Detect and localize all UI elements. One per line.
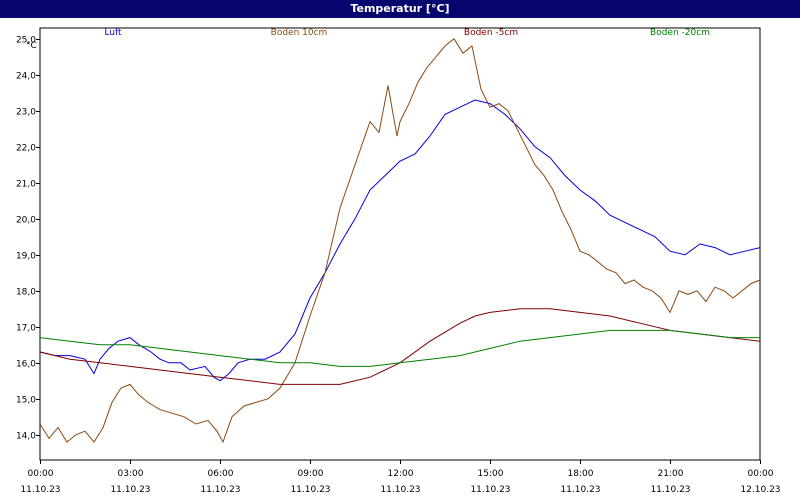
x-tick-date: 11.10.23 — [20, 485, 60, 495]
y-tick-label: 18,0 — [16, 288, 36, 298]
tick-labels: 14,0 15,0 16,0 17,0 18,0 19,0 20,0 21,0 22,0 23,0… — [16, 36, 781, 496]
y-tick-label: 15,0 — [16, 396, 36, 406]
axes — [36, 27, 761, 464]
x-tick-date: 11.10.23 — [110, 485, 150, 495]
series-boden-20cm-line — [39, 329, 760, 367]
x-tick-date: 11.10.23 — [560, 485, 600, 495]
y-tick-label: 23,0 — [16, 108, 36, 118]
series-lines — [39, 38, 761, 444]
x-tick-time: 06:00 — [208, 469, 234, 479]
legend-entry: Boden 10cm — [271, 28, 328, 38]
legend-entry: Luft — [104, 28, 122, 38]
series-luft-line — [39, 99, 761, 382]
legend-entry: Boden -5cm — [464, 28, 518, 38]
title-bar: Temperatur [°C] — [0, 0, 800, 18]
x-tick-time: 12:00 — [388, 469, 414, 479]
x-tick-time: 00:00 — [28, 469, 54, 479]
x-tick-time: 00:00 — [748, 469, 774, 479]
y-tick-label: 20,0 — [16, 216, 36, 226]
x-tick-time: 21:00 — [658, 469, 684, 479]
y-tick-label: 16,0 — [16, 360, 36, 370]
x-tick-date: 11.10.23 — [470, 485, 510, 495]
x-tick-date: 11.10.23 — [290, 485, 330, 495]
series-boden-5cm-line — [39, 308, 761, 385]
legend-entry: Boden -20cm — [650, 28, 710, 38]
x-tick-time: 15:00 — [478, 469, 504, 479]
y-tick-label: 22,0 — [16, 144, 36, 154]
y-axis-unit: °C — [26, 41, 37, 51]
x-tick-time: 09:00 — [298, 469, 324, 479]
y-tick-label: 19,0 — [16, 252, 36, 262]
y-tick-label: 14,0 — [16, 432, 36, 442]
x-tick-date: 11.10.23 — [200, 485, 240, 495]
y-tick-label: 25,0 — [16, 36, 36, 46]
y-tick-label: 24,0 — [16, 72, 36, 82]
series-boden-10cm-line — [39, 38, 761, 444]
x-tick-date: 11.10.23 — [650, 485, 690, 495]
y-tick-label: 17,0 — [16, 324, 36, 334]
legend: Luft Boden 10cm Boden -5cm Boden -20cm — [104, 28, 710, 38]
x-tick-date: 11.10.23 — [380, 485, 420, 495]
plot-area — [39, 27, 761, 461]
y-tick-label: 21,0 — [16, 180, 36, 190]
x-tick-time: 03:00 — [118, 469, 144, 479]
x-tick-time: 18:00 — [568, 469, 594, 479]
x-tick-date: 12.10.23 — [740, 485, 780, 495]
